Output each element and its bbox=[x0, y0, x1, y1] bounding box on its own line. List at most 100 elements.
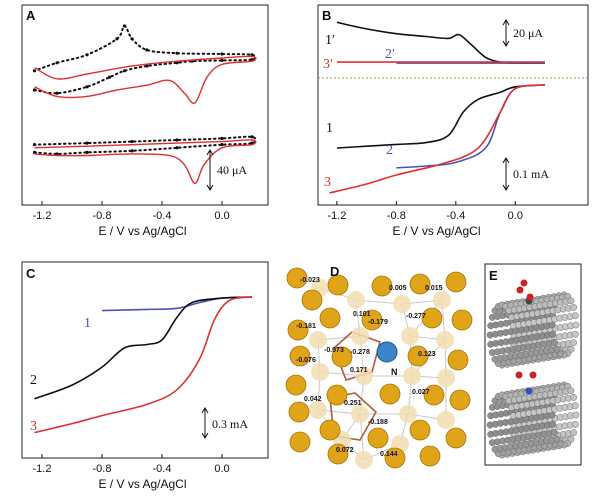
carbon-atom-back bbox=[403, 367, 421, 385]
nitrogen-atom bbox=[376, 341, 398, 363]
panel-b-series-1 bbox=[336, 84, 546, 149]
carbon-atom bbox=[327, 443, 349, 465]
panel-c-xaxis-label: E / V vs Ag/AgCl bbox=[98, 477, 186, 491]
panel-a: A -1.2 -0.8 -0.4 0.0 E / V vs Ag/AgCl 40 μA bbox=[21, 4, 269, 238]
tube-atom bbox=[571, 402, 579, 410]
carbon-atom bbox=[423, 384, 445, 406]
panel-b-label-1prime: 1′ bbox=[325, 33, 335, 48]
carbon-atom bbox=[445, 271, 467, 293]
panel-c-plot: -1.2 -0.8 -0.4 0.0 E / V vs Ag/AgCl bbox=[33, 296, 253, 491]
carbon-atom-back bbox=[401, 327, 419, 345]
panel-e-letter: E bbox=[489, 268, 498, 283]
charge-label: 0.101 bbox=[353, 311, 371, 318]
charge-label: 0.027 bbox=[412, 389, 430, 396]
panel-a-series-2-point bbox=[175, 138, 179, 142]
panel-b-label-3: 3 bbox=[324, 175, 331, 190]
tube-atom bbox=[553, 345, 561, 353]
charge-label: -0.188 bbox=[368, 419, 388, 426]
panel-a-letter: A bbox=[26, 8, 36, 23]
panel-a-frame bbox=[21, 4, 269, 206]
panel-b-scale-bar-bottom: 0.1 mA bbox=[502, 157, 549, 191]
carbon-atom bbox=[301, 289, 323, 311]
charge-label: -0.179 bbox=[368, 319, 388, 326]
carbon-atom-back bbox=[355, 367, 373, 385]
carbon-atom-back bbox=[311, 363, 329, 381]
panel-d-atoms bbox=[285, 267, 473, 469]
carbon-atom bbox=[421, 307, 443, 329]
panel-a-plot: -1.2 -0.8 -0.4 0.0 E / V vs Ag/AgCl bbox=[33, 24, 257, 238]
oxygen-atom bbox=[529, 371, 537, 379]
panel-c-xtick-label: -0.8 bbox=[93, 463, 112, 475]
panel-c-frame bbox=[21, 261, 269, 459]
carbon-atom bbox=[289, 345, 311, 367]
carbon-atom-back bbox=[309, 331, 327, 349]
nanotube-top bbox=[486, 279, 580, 369]
charge-label: -0.181 bbox=[296, 323, 316, 330]
carbon-atom-back bbox=[399, 405, 417, 423]
panel-c: C -1.2 -0.8 -0.4 0.0 E / V vs Ag/AgCl 0.3 mA… bbox=[21, 261, 269, 491]
carbon-atom-back bbox=[309, 401, 327, 419]
carbon-atom-back bbox=[351, 405, 369, 423]
carbon-atom bbox=[445, 427, 467, 449]
charge-label: -0.073 bbox=[324, 347, 344, 354]
tube-atom bbox=[567, 297, 575, 305]
panel-b-scale-bottom-label: 0.1 mA bbox=[513, 167, 549, 181]
panel-b-scale-top-label: 20 μA bbox=[513, 26, 543, 40]
tube-atom bbox=[549, 420, 557, 428]
panel-d: N -0.023 0.005 0.015 0.101-0.179 -0.181 -0.27… bbox=[285, 262, 473, 469]
panel-b-xaxis-label: E / V vs Ag/AgCl bbox=[392, 224, 480, 238]
carbon-atom bbox=[367, 427, 389, 449]
panel-b-xtick-label: -0.4 bbox=[446, 210, 465, 222]
charge-label: -0.023 bbox=[300, 277, 320, 284]
panel-a-series-2-point bbox=[85, 141, 89, 145]
charge-label: 0.123 bbox=[418, 351, 436, 358]
panel-c-label-3: 3 bbox=[30, 419, 37, 434]
carbon-atom bbox=[287, 319, 309, 341]
panel-a-xtick-label: -1.2 bbox=[33, 210, 52, 222]
carbon-atom-back bbox=[436, 331, 454, 349]
tube-atom bbox=[570, 339, 577, 346]
carbon-atom bbox=[407, 345, 429, 367]
panel-d-charges: -0.023 0.005 0.015 0.101-0.179 -0.181 -0.277 -… bbox=[296, 277, 443, 458]
panel-c-label-2: 2 bbox=[30, 373, 37, 388]
carbon-atom-back bbox=[437, 369, 455, 387]
charge-label: 0.005 bbox=[389, 285, 407, 292]
panel-c-scale-label: 0.3 mA bbox=[212, 417, 248, 431]
panel-c-series-2 bbox=[34, 296, 253, 400]
oxygen-atom bbox=[520, 279, 528, 287]
panel-a-scale-label: 40 μA bbox=[217, 163, 247, 177]
panel-e: E bbox=[484, 263, 582, 466]
tube-atom bbox=[570, 429, 577, 436]
oxygen-atom bbox=[526, 293, 534, 301]
panel-b-series-3 bbox=[329, 84, 546, 194]
tube-atom bbox=[551, 429, 558, 436]
panel-a-series-2-point bbox=[130, 139, 134, 144]
tube-atom bbox=[571, 420, 579, 428]
panel-a-series-3-line bbox=[34, 139, 257, 185]
panel-b-label-2: 2 bbox=[386, 143, 393, 158]
panel-c-series-1 bbox=[101, 296, 253, 312]
carbon-atom bbox=[379, 383, 401, 405]
panel-c-label-1: 1 bbox=[84, 316, 91, 331]
carbon-atom-back bbox=[355, 451, 373, 469]
carbon-atom bbox=[319, 419, 341, 441]
carbon-atom bbox=[361, 309, 383, 331]
carbon-atom bbox=[331, 346, 353, 368]
tube-atom bbox=[570, 393, 577, 401]
carbon-atom bbox=[384, 447, 406, 469]
carbon-atom bbox=[288, 401, 310, 423]
panel-b-label-2prime: 2′ bbox=[385, 47, 395, 62]
tube-atom bbox=[572, 411, 580, 419]
panel-b-xtick-label: -0.8 bbox=[387, 210, 406, 222]
carbon-atom-back bbox=[351, 327, 369, 345]
dopant-atom bbox=[525, 387, 533, 395]
charge-label: 0.251 bbox=[344, 400, 362, 407]
panel-b-xtick-label: -1.2 bbox=[327, 210, 346, 222]
charge-label: 0.144 bbox=[380, 451, 398, 458]
panel-a-xtick-label: -0.8 bbox=[93, 210, 112, 222]
panel-b-series-2 bbox=[396, 84, 546, 169]
charge-label: 0.072 bbox=[336, 447, 354, 454]
panel-b-letter: B bbox=[322, 8, 331, 23]
panel-c-xtick-label: -1.2 bbox=[33, 463, 52, 475]
tube-atom bbox=[571, 330, 579, 338]
